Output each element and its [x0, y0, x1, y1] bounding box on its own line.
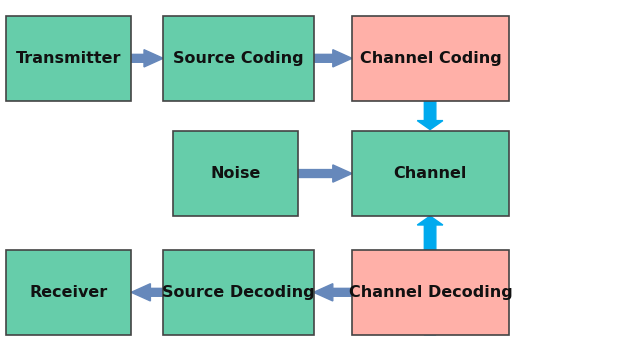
FancyBboxPatch shape: [6, 250, 131, 335]
Text: Channel Decoding: Channel Decoding: [349, 285, 512, 300]
Text: Source Decoding: Source Decoding: [162, 285, 315, 300]
Text: Transmitter: Transmitter: [16, 51, 122, 66]
FancyBboxPatch shape: [352, 131, 509, 216]
FancyBboxPatch shape: [173, 131, 298, 216]
FancyArrow shape: [298, 165, 352, 182]
FancyBboxPatch shape: [163, 16, 314, 101]
FancyArrow shape: [417, 101, 443, 130]
Text: Source Coding: Source Coding: [173, 51, 304, 66]
FancyArrow shape: [131, 50, 163, 67]
FancyBboxPatch shape: [352, 16, 509, 101]
FancyArrow shape: [314, 50, 352, 67]
FancyBboxPatch shape: [352, 250, 509, 335]
FancyArrow shape: [417, 216, 443, 335]
FancyBboxPatch shape: [163, 250, 314, 335]
FancyArrow shape: [314, 284, 352, 301]
Text: Receiver: Receiver: [29, 285, 108, 300]
Text: Channel: Channel: [394, 166, 467, 181]
FancyBboxPatch shape: [6, 16, 131, 101]
FancyArrow shape: [131, 284, 163, 301]
Text: Channel Coding: Channel Coding: [360, 51, 501, 66]
Text: Noise: Noise: [210, 166, 260, 181]
